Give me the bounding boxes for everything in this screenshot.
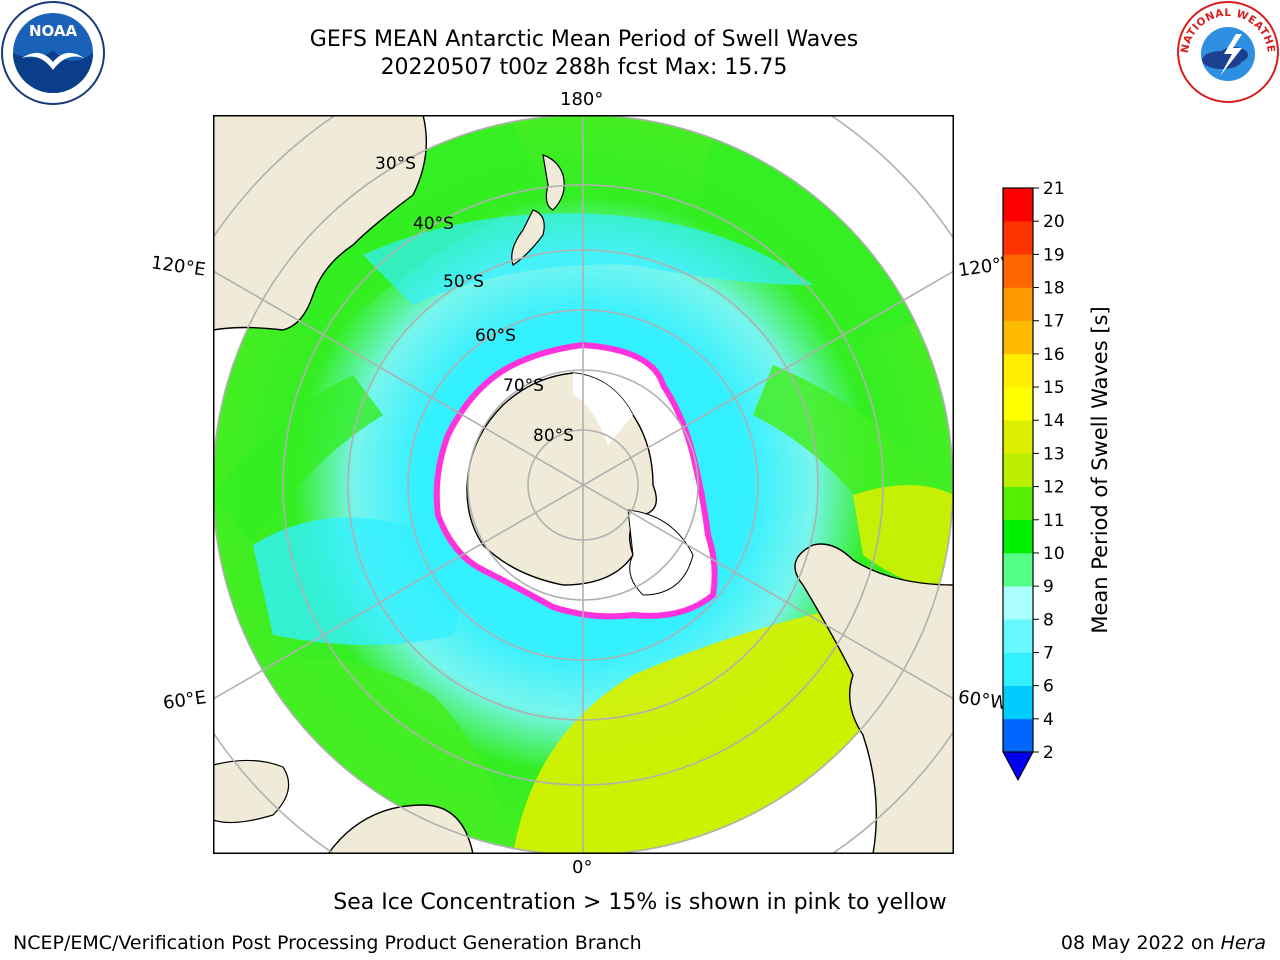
footer-date: 08 May 2022 on Hera — [1061, 932, 1266, 954]
colorbar-tick-label: 13 — [1043, 444, 1065, 464]
noaa-seagull-logo-icon: NOAA — [1, 1, 105, 105]
colorbar-tick-label: 4 — [1043, 710, 1054, 730]
colorbar-tick-label: 17 — [1043, 312, 1065, 332]
colorbar-ticks: 2 4 6 7 8 9 10 11 12 13 14 15 16 17 18 19 20 21 — [1033, 180, 1065, 763]
colorbar-tick-label: 2 — [1043, 743, 1054, 763]
title-line-2: 20220507 t00z 288h fcst Max: 15.75 — [380, 55, 788, 80]
colorbar-swatch — [1003, 718, 1033, 753]
lon-label-0: 0° — [572, 857, 593, 878]
nws-cloud-lightning-logo-icon: NATIONAL WEATHER SERVICE — [1176, 0, 1279, 103]
colorbar-tick-label: 7 — [1043, 643, 1054, 663]
lat-label-80s: 80°S — [533, 426, 574, 446]
colorbar-swatch — [1003, 519, 1033, 554]
colorbar-swatch — [1003, 353, 1033, 388]
colorbar-extend-arrow — [1002, 751, 1034, 782]
lon-label-180: 180° — [560, 89, 604, 110]
footer-date-text: 08 May 2022 on — [1060, 932, 1221, 954]
colorbar-tick-label: 8 — [1043, 610, 1054, 630]
polar-map: 30°S 40°S 50°S 60°S 70°S 80°S — [213, 115, 954, 854]
colorbar-tick-label: 15 — [1043, 378, 1065, 398]
colorbar-swatch — [1003, 221, 1033, 255]
colorbar-swatch — [1003, 552, 1033, 587]
latitude-labels: 30°S 40°S 50°S 60°S 70°S 80°S — [375, 154, 574, 446]
footer-credit: NCEP/EMC/Verification Post Processing Pr… — [13, 932, 642, 954]
colorbar-tick-label: 14 — [1043, 411, 1065, 431]
colorbar-tick-label: 21 — [1043, 180, 1065, 199]
colorbar-swatch — [1003, 685, 1033, 720]
madagascar-land — [213, 759, 290, 824]
colorbar-swatch — [1003, 420, 1033, 454]
colorbar-swatch — [1003, 254, 1033, 288]
colorbar-swatches — [1003, 188, 1033, 753]
lat-label-70s: 70°S — [503, 376, 544, 396]
colorbar-swatch — [1003, 320, 1033, 355]
australia-land — [213, 115, 427, 331]
lat-label-30s: 30°S — [375, 154, 416, 174]
colorbar-tick-label: 20 — [1043, 212, 1065, 232]
colorbar-swatch — [1003, 619, 1033, 653]
south-america-land — [794, 543, 954, 854]
title-line-1: GEFS MEAN Antarctic Mean Period of Swell… — [309, 27, 859, 52]
footer-host: Hera — [1220, 932, 1266, 954]
colorbar-tick-label: 6 — [1043, 677, 1054, 697]
colorbar-tick-label: 19 — [1043, 245, 1065, 265]
africa-land — [327, 804, 474, 854]
colorbar-tick-label: 18 — [1043, 279, 1065, 299]
lat-label-40s: 40°S — [413, 214, 454, 234]
map-frame — [213, 115, 954, 854]
colorbar-tick-label: 10 — [1043, 544, 1065, 564]
colorbar: 2 4 6 7 8 9 10 11 12 13 14 15 16 17 18 19 20 21 Mean Peri… — [1002, 180, 1112, 782]
colorbar-tick-label: 11 — [1043, 511, 1065, 531]
noaa-logo-text: NOAA — [29, 22, 78, 40]
lat-label-50s: 50°S — [443, 272, 484, 292]
colorbar-swatch — [1003, 188, 1033, 222]
sea-ice-caption: Sea Ice Concentration > 15% is shown in … — [333, 890, 947, 915]
colorbar-tick-label: 16 — [1043, 345, 1065, 365]
new-zealand-land — [542, 154, 565, 211]
colorbar-swatch — [1003, 486, 1033, 521]
colorbar-swatch — [1003, 287, 1033, 322]
colorbar-swatch — [1003, 586, 1033, 620]
lon-label-60e: 60°E — [161, 687, 208, 714]
colorbar-label: Mean Period of Swell Waves [s] — [1088, 306, 1112, 633]
colorbar-tick-label: 12 — [1043, 478, 1065, 498]
colorbar-swatch — [1003, 652, 1033, 686]
lat-label-60s: 60°S — [475, 326, 516, 346]
chart-title: GEFS MEAN Antarctic Mean Period of Swell… — [284, 26, 884, 82]
lon-label-120e: 120°E — [149, 252, 207, 281]
colorbar-swatch — [1003, 387, 1033, 421]
colorbar-swatch — [1003, 453, 1033, 487]
colorbar-frame — [1002, 187, 1034, 753]
colorbar-tick-label: 9 — [1043, 577, 1054, 597]
